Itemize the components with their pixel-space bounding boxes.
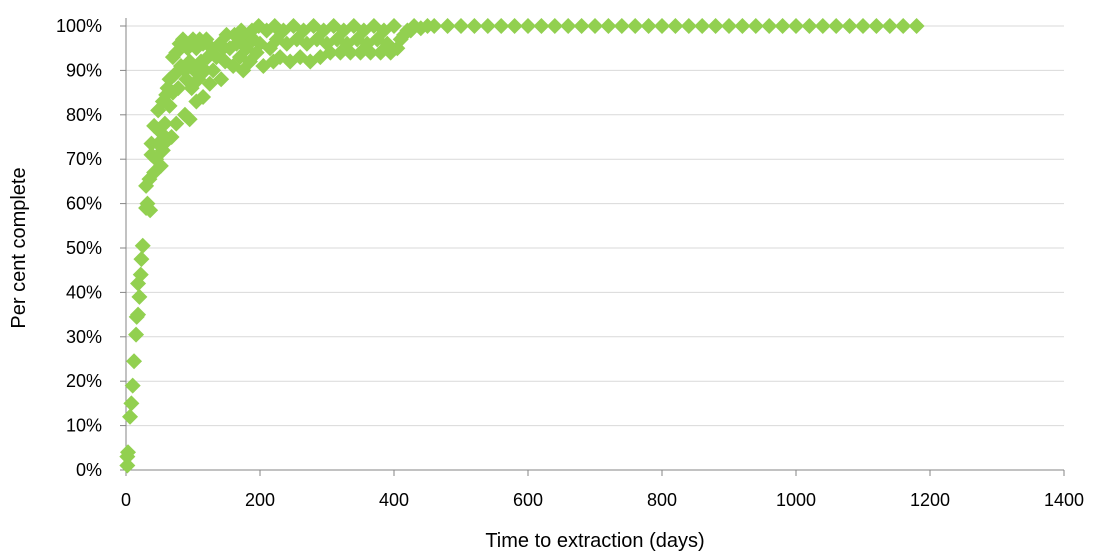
data-point <box>680 18 697 34</box>
data-point <box>761 18 778 34</box>
data-point <box>439 18 456 34</box>
y-tick-label: 90% <box>66 60 102 80</box>
data-point <box>640 18 657 34</box>
data-point <box>841 18 858 34</box>
x-tick-labels: 0 200 400 600 800 1000 1200 1400 <box>121 490 1084 510</box>
data-point <box>587 18 603 34</box>
x-tick-label: 0 <box>121 490 131 510</box>
data-point <box>533 18 550 34</box>
data-point <box>131 288 148 305</box>
data-point <box>126 353 143 370</box>
data-point <box>667 18 684 34</box>
data-point <box>788 18 804 34</box>
x-tick-label: 600 <box>513 490 543 510</box>
data-point <box>828 18 845 34</box>
y-tick-label: 80% <box>66 105 102 125</box>
y-tick-label: 20% <box>66 371 102 391</box>
data-point <box>627 18 644 34</box>
x-tick-label: 1200 <box>910 490 950 510</box>
data-point <box>241 53 258 70</box>
y-tick-label: 60% <box>66 194 102 214</box>
y-tick-label: 10% <box>66 416 102 436</box>
data-point <box>895 18 912 34</box>
data-points <box>119 18 925 474</box>
data-point <box>130 306 147 323</box>
data-point <box>128 326 145 343</box>
data-point <box>801 18 818 34</box>
data-point <box>342 44 359 61</box>
data-point <box>881 18 898 34</box>
gridlines <box>126 25 1064 427</box>
data-point <box>195 89 212 106</box>
data-point <box>120 444 137 461</box>
y-tick-label: 30% <box>66 327 102 347</box>
data-point <box>694 18 711 34</box>
x-tick-label: 200 <box>245 490 275 510</box>
data-point <box>322 44 339 61</box>
data-point <box>721 18 737 34</box>
data-point <box>163 129 180 145</box>
x-axis-title: Time to extraction (days) <box>485 530 704 552</box>
y-tick-label: 70% <box>66 149 102 169</box>
data-point <box>168 115 185 132</box>
y-tick-label: 50% <box>66 238 102 258</box>
data-point <box>124 377 141 394</box>
data-point <box>152 157 169 174</box>
data-point <box>134 237 151 254</box>
data-point <box>142 202 159 219</box>
data-point <box>213 71 230 88</box>
data-point <box>774 18 791 34</box>
y-tick-labels: 0% 10% 20% 30% 40% 50% 60% 70% 80% 90% 100% <box>56 16 102 480</box>
data-point <box>654 18 670 34</box>
data-point <box>197 62 214 79</box>
data-point <box>453 18 469 34</box>
data-point <box>123 395 140 412</box>
data-point <box>613 18 630 34</box>
data-point <box>119 457 136 474</box>
data-point <box>520 18 536 34</box>
axes <box>120 18 1065 476</box>
data-point <box>734 18 751 34</box>
data-point <box>218 26 235 43</box>
data-point <box>133 251 150 268</box>
x-tick-label: 1400 <box>1044 490 1084 510</box>
data-point <box>506 18 523 34</box>
data-point <box>181 111 198 128</box>
data-point <box>573 18 590 34</box>
data-point <box>156 115 173 132</box>
data-point <box>814 18 831 34</box>
data-point <box>132 266 149 283</box>
data-point <box>908 18 925 34</box>
data-point <box>426 18 443 34</box>
y-tick-label: 40% <box>66 282 102 302</box>
data-point <box>600 18 617 34</box>
data-point <box>161 97 178 114</box>
data-point <box>546 18 563 34</box>
y-axis-title: Per cent complete <box>8 167 30 328</box>
data-point <box>205 62 222 79</box>
data-point <box>855 18 871 34</box>
data-point <box>362 44 379 61</box>
data-point <box>707 18 724 34</box>
x-tick-label: 400 <box>379 490 409 510</box>
data-point <box>466 18 483 34</box>
y-tick-label: 0% <box>76 460 102 480</box>
y-tick-label: 100% <box>56 16 102 36</box>
data-point <box>868 18 885 34</box>
data-point <box>493 18 510 34</box>
x-tick-label: 1000 <box>776 490 816 510</box>
x-tick-label: 800 <box>647 490 677 510</box>
data-point <box>386 18 402 34</box>
data-point <box>560 18 577 34</box>
data-point <box>122 408 139 425</box>
data-point <box>747 18 764 34</box>
data-point <box>479 18 496 34</box>
data-point <box>170 80 187 97</box>
